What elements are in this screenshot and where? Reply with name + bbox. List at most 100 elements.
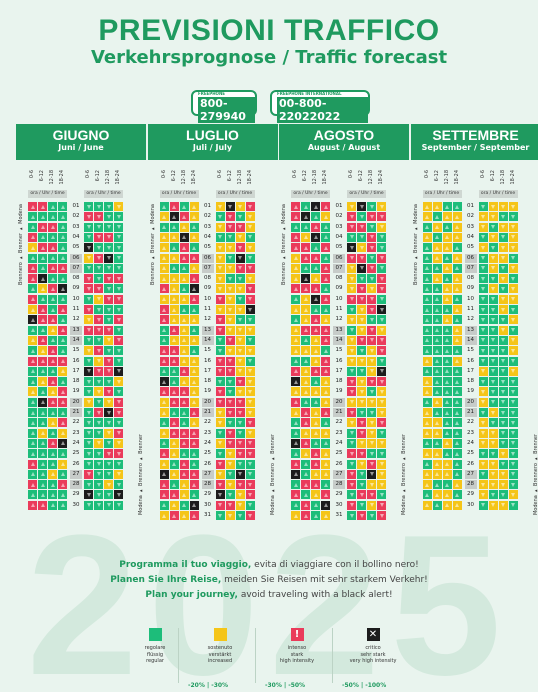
traffic-cell[interactable] (235, 325, 245, 335)
traffic-cell[interactable] (169, 511, 179, 520)
traffic-cell[interactable] (114, 377, 123, 387)
traffic-cell[interactable] (84, 232, 93, 242)
traffic-cell[interactable] (48, 356, 57, 366)
traffic-cell[interactable] (508, 315, 518, 325)
traffic-cell[interactable] (291, 408, 300, 417)
traffic-cell[interactable] (179, 253, 189, 263)
traffic-cell[interactable] (28, 459, 37, 469)
traffic-cell[interactable] (432, 284, 442, 294)
traffic-cell[interactable] (311, 377, 320, 387)
traffic-cell[interactable] (347, 459, 356, 469)
traffic-cell[interactable] (291, 212, 300, 222)
traffic-cell[interactable] (498, 469, 508, 479)
traffic-cell[interactable] (478, 222, 488, 232)
traffic-cell[interactable] (311, 253, 320, 263)
traffic-cell[interactable] (159, 274, 169, 284)
traffic-cell[interactable] (432, 315, 442, 325)
traffic-cell[interactable] (367, 274, 376, 284)
traffic-cell[interactable] (301, 511, 310, 520)
traffic-cell[interactable] (159, 263, 169, 273)
traffic-cell[interactable] (508, 212, 518, 222)
traffic-cell[interactable] (291, 202, 300, 211)
traffic-cell[interactable] (225, 500, 235, 510)
traffic-cell[interactable] (225, 366, 235, 376)
traffic-cell[interactable] (245, 366, 255, 376)
traffic-cell[interactable] (488, 408, 498, 417)
traffic-cell[interactable] (245, 356, 255, 366)
traffic-cell[interactable] (422, 263, 432, 273)
traffic-cell[interactable] (488, 284, 498, 294)
traffic-cell[interactable] (114, 480, 123, 490)
traffic-cell[interactable] (28, 202, 37, 211)
traffic-cell[interactable] (58, 438, 67, 448)
traffic-cell[interactable] (508, 387, 518, 397)
traffic-cell[interactable] (104, 325, 113, 335)
traffic-cell[interactable] (169, 387, 179, 397)
traffic-cell[interactable] (321, 243, 330, 253)
traffic-cell[interactable] (94, 480, 103, 490)
traffic-cell[interactable] (58, 397, 67, 407)
traffic-cell[interactable] (452, 428, 462, 438)
traffic-cell[interactable] (114, 232, 123, 242)
traffic-cell[interactable] (189, 263, 199, 273)
traffic-cell[interactable] (245, 212, 255, 222)
traffic-cell[interactable] (311, 335, 320, 345)
traffic-cell[interactable] (114, 408, 123, 417)
traffic-cell[interactable] (301, 490, 310, 500)
traffic-cell[interactable] (488, 202, 498, 211)
traffic-cell[interactable] (235, 356, 245, 366)
traffic-cell[interactable] (245, 305, 255, 314)
traffic-cell[interactable] (422, 459, 432, 469)
traffic-cell[interactable] (159, 459, 169, 469)
traffic-cell[interactable] (114, 449, 123, 459)
traffic-cell[interactable] (169, 335, 179, 345)
traffic-cell[interactable] (48, 253, 57, 263)
traffic-cell[interactable] (321, 366, 330, 376)
traffic-cell[interactable] (215, 335, 225, 345)
traffic-cell[interactable] (442, 222, 452, 232)
traffic-cell[interactable] (235, 397, 245, 407)
traffic-cell[interactable] (347, 397, 356, 407)
traffic-cell[interactable] (291, 263, 300, 273)
traffic-cell[interactable] (301, 263, 310, 273)
traffic-cell[interactable] (377, 377, 386, 387)
month-header[interactable]: GIUGNO Juni / June (16, 124, 146, 160)
traffic-cell[interactable] (367, 356, 376, 366)
traffic-cell[interactable] (478, 263, 488, 273)
traffic-cell[interactable] (442, 397, 452, 407)
traffic-cell[interactable] (321, 274, 330, 284)
traffic-cell[interactable] (58, 243, 67, 253)
traffic-cell[interactable] (245, 469, 255, 479)
traffic-cell[interactable] (311, 469, 320, 479)
traffic-cell[interactable] (104, 356, 113, 366)
traffic-cell[interactable] (58, 366, 67, 376)
traffic-cell[interactable] (291, 418, 300, 428)
traffic-cell[interactable] (347, 438, 356, 448)
traffic-cell[interactable] (84, 212, 93, 222)
traffic-cell[interactable] (498, 212, 508, 222)
freephone-badge[interactable]: FREEPHONE 800-279940 (191, 90, 257, 123)
traffic-cell[interactable] (169, 232, 179, 242)
traffic-cell[interactable] (28, 418, 37, 428)
traffic-cell[interactable] (367, 377, 376, 387)
traffic-cell[interactable] (442, 377, 452, 387)
traffic-cell[interactable] (442, 366, 452, 376)
traffic-cell[interactable] (215, 232, 225, 242)
traffic-cell[interactable] (114, 222, 123, 232)
traffic-cell[interactable] (452, 335, 462, 345)
traffic-cell[interactable] (432, 387, 442, 397)
traffic-cell[interactable] (48, 490, 57, 500)
traffic-cell[interactable] (367, 387, 376, 397)
traffic-cell[interactable] (311, 202, 320, 211)
traffic-cell[interactable] (488, 325, 498, 335)
traffic-cell[interactable] (311, 346, 320, 356)
traffic-cell[interactable] (488, 243, 498, 253)
traffic-cell[interactable] (498, 377, 508, 387)
traffic-cell[interactable] (357, 325, 366, 335)
traffic-cell[interactable] (422, 253, 432, 263)
traffic-cell[interactable] (347, 356, 356, 366)
traffic-cell[interactable] (291, 315, 300, 325)
traffic-cell[interactable] (321, 377, 330, 387)
traffic-cell[interactable] (48, 305, 57, 314)
traffic-cell[interactable] (94, 243, 103, 253)
